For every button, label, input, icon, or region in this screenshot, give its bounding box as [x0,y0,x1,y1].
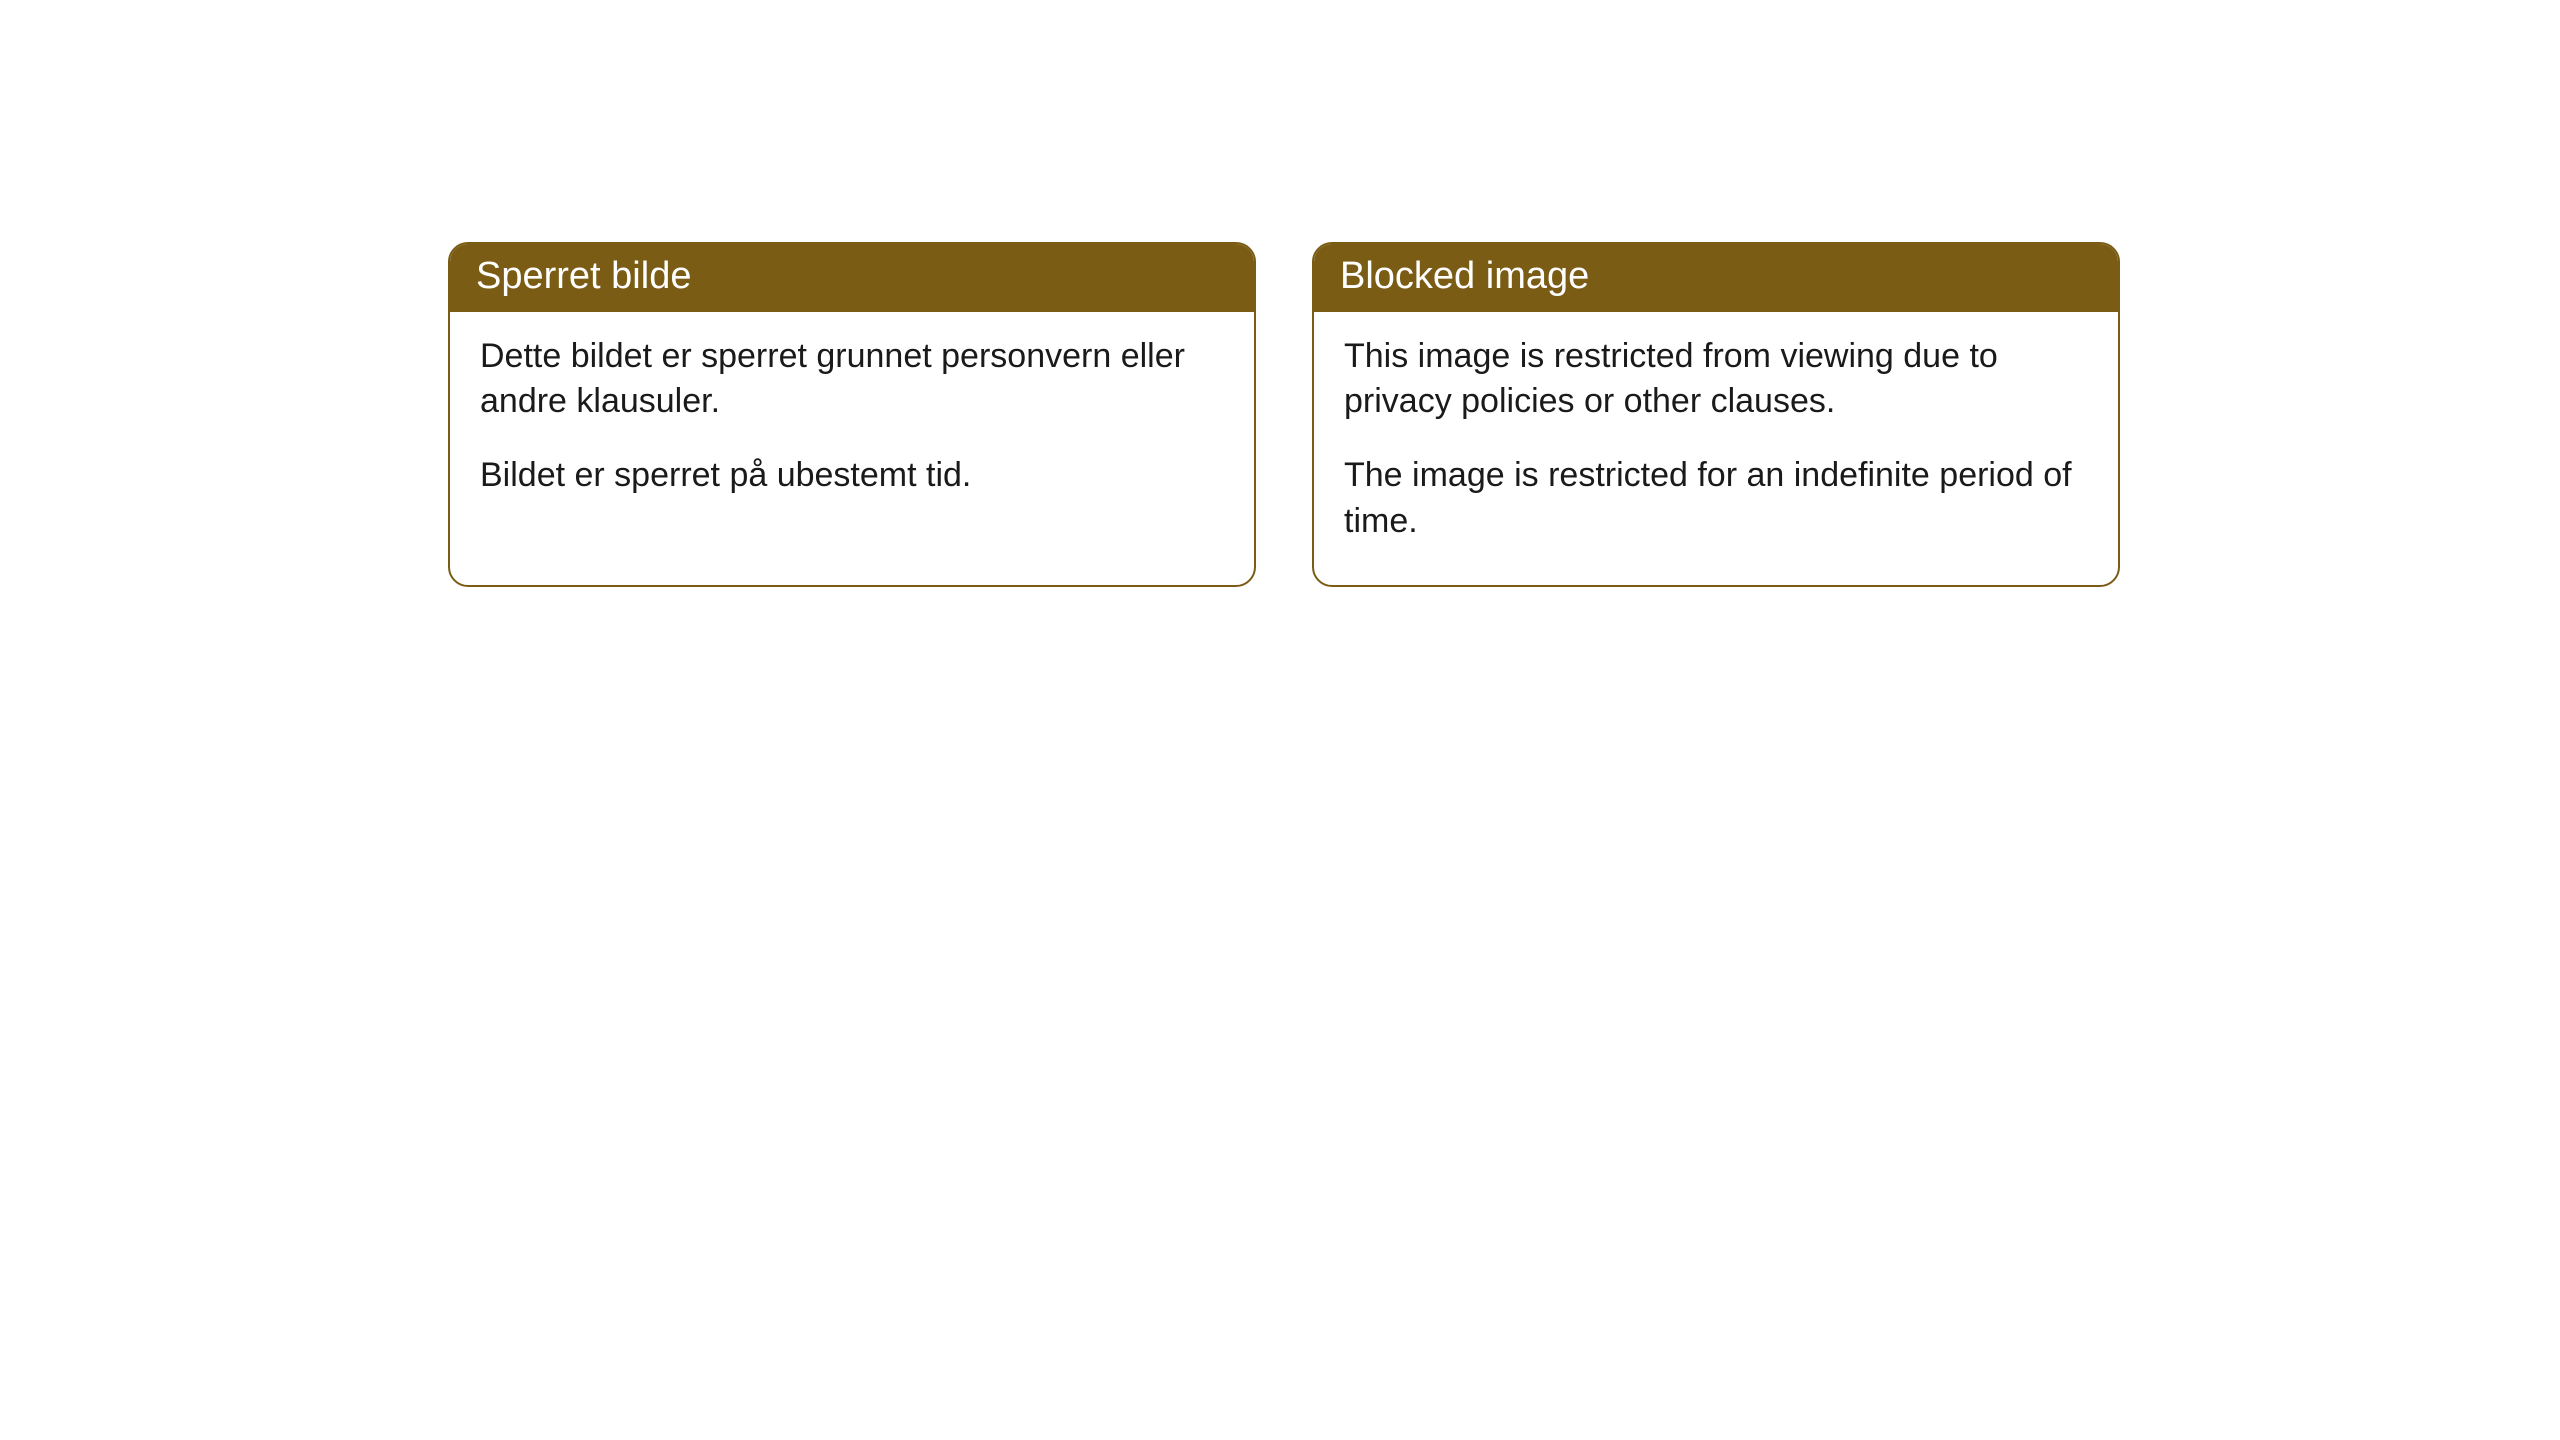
card-body: Dette bildet er sperret grunnet personve… [450,312,1254,540]
card-header: Blocked image [1314,244,2118,312]
card-paragraph: The image is restricted for an indefinit… [1344,453,2088,545]
notice-card-english: Blocked image This image is restricted f… [1312,242,2120,587]
card-paragraph: This image is restricted from viewing du… [1344,334,2088,426]
card-header: Sperret bilde [450,244,1254,312]
card-paragraph: Bildet er sperret på ubestemt tid. [480,453,1224,499]
card-title: Sperret bilde [476,255,691,297]
notice-card-norwegian: Sperret bilde Dette bildet er sperret gr… [448,242,1256,587]
card-body: This image is restricted from viewing du… [1314,312,2118,586]
card-paragraph: Dette bildet er sperret grunnet personve… [480,334,1224,426]
card-title: Blocked image [1340,255,1589,297]
notice-container: Sperret bilde Dette bildet er sperret gr… [0,0,2560,587]
